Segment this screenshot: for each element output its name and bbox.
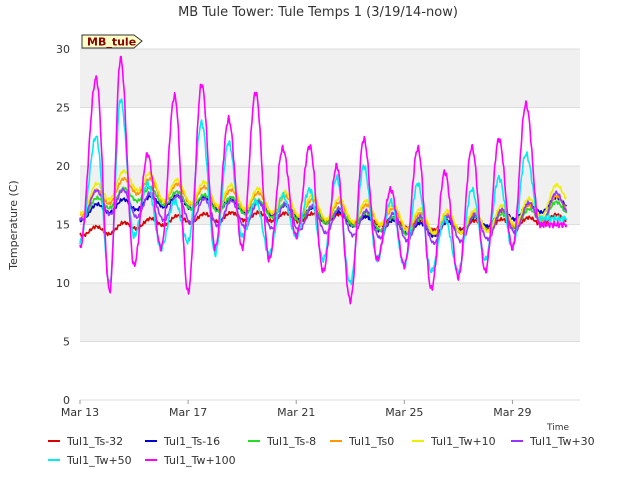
series-line-tul1-tw-10 xyxy=(79,169,567,236)
x-tick-label: Mar 13 xyxy=(61,406,99,419)
x-tick-label: Mar 25 xyxy=(385,406,423,419)
y-tick-label: 5 xyxy=(63,336,70,349)
plot-band xyxy=(80,283,580,342)
legend-label: Tul1_Tw+100 xyxy=(163,454,236,467)
series-lines xyxy=(79,55,568,305)
legend-label: Tul1_Tw+30 xyxy=(529,435,595,448)
x-tick-label: Mar 21 xyxy=(277,406,315,419)
legend-item: Tul1_Tw+100 xyxy=(145,454,236,467)
legend-item: Tul1_Tw+30 xyxy=(511,435,595,448)
legend-label: Tul1_Ts-16 xyxy=(163,435,220,448)
plot-band xyxy=(80,49,580,108)
legend-label: Tul1_Tw+50 xyxy=(66,454,132,467)
y-tick-label: 20 xyxy=(56,160,70,173)
x-axis-label: Time xyxy=(546,423,569,433)
y-tick-label: 30 xyxy=(56,43,70,56)
annotation-box: MB_tule xyxy=(81,34,143,49)
legend-item: Tul1_Ts-32 xyxy=(48,435,123,448)
annotation-tag-shape xyxy=(81,34,143,49)
y-axis-label: Temperature (C) xyxy=(7,180,20,270)
legend-item: Tul1_Ts-16 xyxy=(145,435,220,448)
legend-label: Tul1_Ts-32 xyxy=(66,435,123,448)
y-tick-label: 25 xyxy=(56,102,70,115)
legend-label: Tul1_Ts0 xyxy=(348,435,394,448)
legend-item: Tul1_Ts-8 xyxy=(248,435,316,448)
x-tick-label: Mar 17 xyxy=(169,406,207,419)
annotation-label: MB_tule xyxy=(87,36,136,49)
series-line-tul1-tw-30 xyxy=(79,187,568,246)
legend-label: Tul1_Ts-8 xyxy=(266,435,316,448)
y-tick-label: 0 xyxy=(63,394,70,407)
legend-label: Tul1_Tw+10 xyxy=(430,435,496,448)
gridlines xyxy=(80,48,580,401)
y-tick-label: 15 xyxy=(56,219,70,232)
chart-title: MB Tule Tower: Tule Temps 1 (3/19/14-now… xyxy=(178,5,458,20)
y-tick-label: 10 xyxy=(56,277,70,290)
legend-item: Tul1_Tw+50 xyxy=(48,454,132,467)
legend: Tul1_Ts-32 Tul1_Ts-16 Tul1_Ts-8 Tul1_Ts0 Tul… xyxy=(48,435,595,467)
x-axis-ticks: Mar 13 Mar 17 Mar 21 Mar 25 Mar 29 xyxy=(61,400,532,419)
legend-item: Tul1_Tw+10 xyxy=(412,435,496,448)
legend-item: Tul1_Ts0 xyxy=(330,435,394,448)
y-axis-ticks: 0 5 10 15 20 25 30 xyxy=(56,43,70,407)
x-tick-label: Mar 29 xyxy=(493,406,531,419)
series-line-tul1-tw-100 xyxy=(79,55,568,305)
